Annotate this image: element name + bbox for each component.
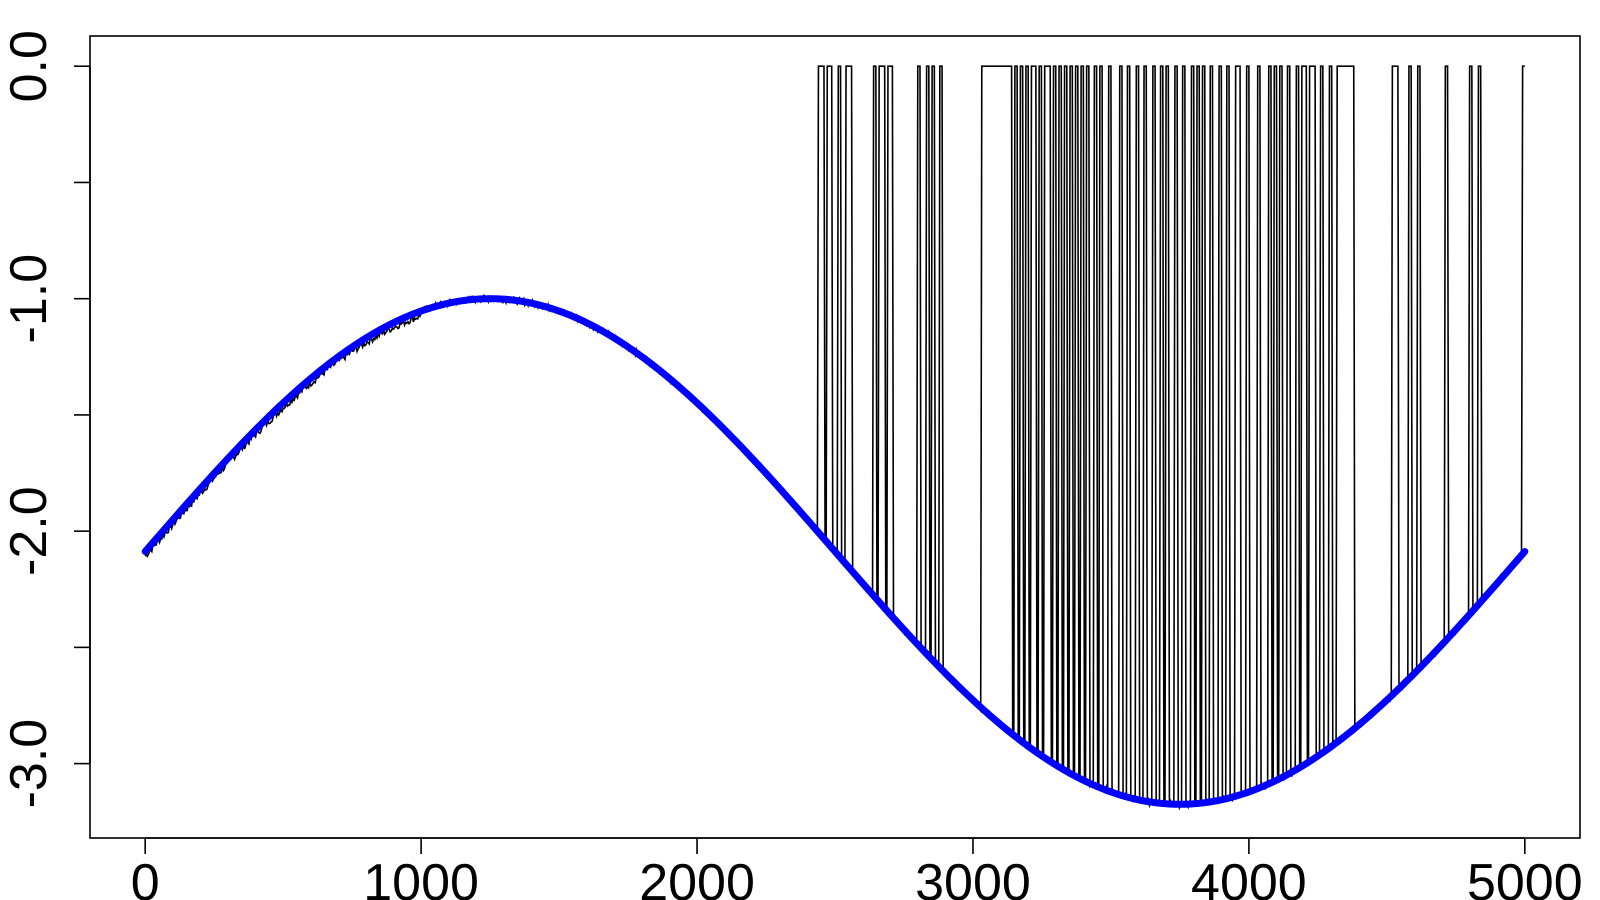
smooth-series-line xyxy=(141,295,1529,808)
x-tick-label: 5000 xyxy=(1467,854,1583,900)
series-layer xyxy=(141,65,1529,811)
x-tick-label: 3000 xyxy=(915,854,1031,900)
x-tick-label: 2000 xyxy=(639,854,755,900)
y-axis: -3.0 -2.0 -1.0 0.0 xyxy=(0,30,91,809)
x-tick-label: 1000 xyxy=(363,854,479,900)
y-tick-label: -3.0 xyxy=(0,719,58,809)
y-tick-label: -2.0 xyxy=(0,486,58,576)
y-tick-label: -1.0 xyxy=(0,254,58,344)
x-axis: 0 1000 2000 3000 4000 5000 xyxy=(131,837,1583,900)
x-tick-label: 4000 xyxy=(1191,854,1307,900)
y-tick-label: 0.0 xyxy=(0,30,58,102)
x-tick-label: 0 xyxy=(131,854,160,900)
